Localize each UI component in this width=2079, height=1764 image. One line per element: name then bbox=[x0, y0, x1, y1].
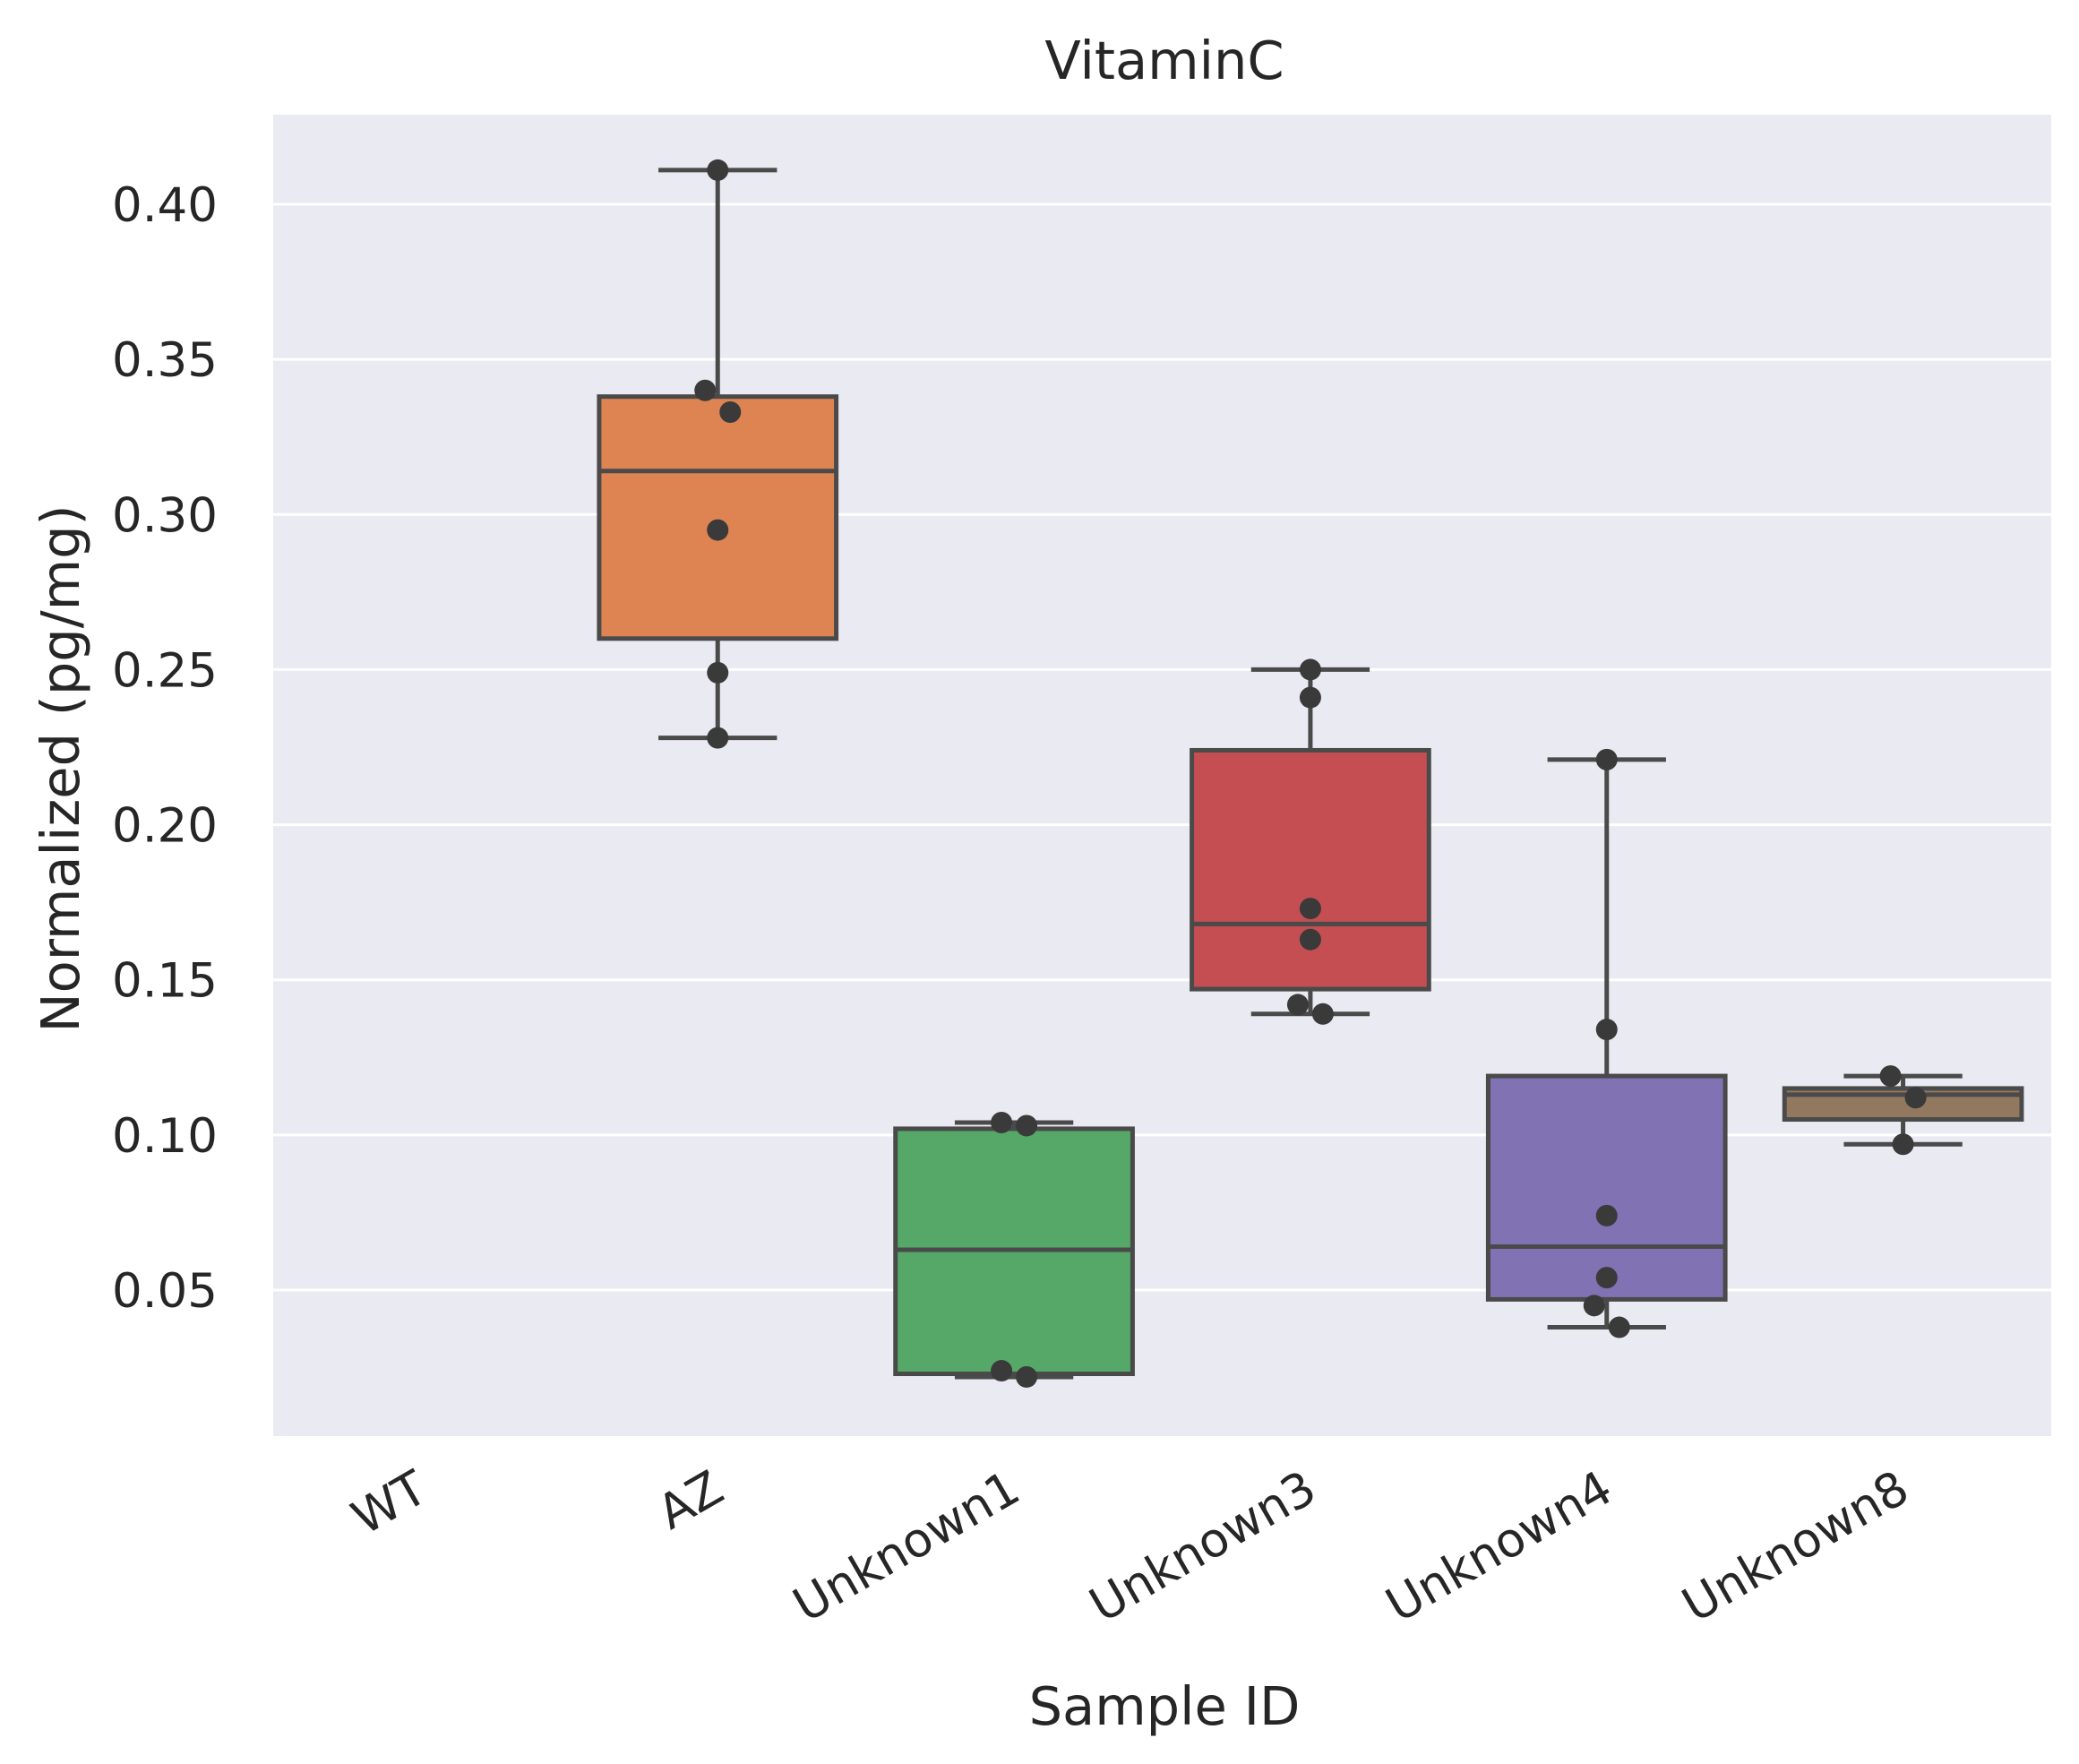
data-point bbox=[1299, 686, 1321, 709]
y-axis-label: Normalized (pg/mg) bbox=[30, 504, 91, 1032]
box-iqr bbox=[1485, 1073, 1728, 1302]
gridlines bbox=[273, 202, 2051, 1292]
box-series bbox=[597, 168, 2024, 1380]
data-point bbox=[1016, 1365, 1038, 1388]
x-tick-label: Unknown8 bbox=[1673, 1460, 1918, 1633]
data-point bbox=[1595, 1019, 1618, 1041]
y-tick-label: 0.05 bbox=[112, 1264, 218, 1319]
y-tick-label: 0.35 bbox=[112, 333, 218, 388]
data-point bbox=[1904, 1087, 1927, 1109]
data-point bbox=[1595, 1267, 1618, 1289]
data-point bbox=[1299, 658, 1321, 681]
data-point bbox=[1299, 928, 1321, 951]
box-az bbox=[597, 168, 839, 741]
y-tick-label: 0.30 bbox=[112, 488, 218, 543]
chart-title: VitaminC bbox=[1044, 30, 1284, 91]
x-axis-ticks: WT AZ Unknown1 Unknown3 Unknown4 Unknown8 bbox=[343, 1460, 1918, 1633]
plot-area bbox=[273, 115, 2051, 1436]
data-point bbox=[1608, 1316, 1630, 1338]
data-point bbox=[1595, 748, 1618, 770]
box-unknown4 bbox=[1485, 757, 1728, 1330]
y-tick-label: 0.15 bbox=[112, 954, 218, 1009]
data-point bbox=[707, 727, 729, 749]
x-tick-label: Unknown3 bbox=[1081, 1460, 1326, 1633]
data-point bbox=[694, 379, 717, 401]
data-point bbox=[991, 1112, 1013, 1134]
box-iqr bbox=[1190, 747, 1431, 992]
y-tick-label: 0.10 bbox=[112, 1109, 218, 1164]
x-tick-label: WT bbox=[343, 1460, 436, 1546]
data-point bbox=[707, 519, 729, 541]
data-point bbox=[991, 1360, 1013, 1382]
x-tick-label: AZ bbox=[649, 1460, 732, 1540]
data-point bbox=[1286, 994, 1309, 1016]
box-unknown8 bbox=[1782, 1073, 2024, 1147]
data-point bbox=[719, 401, 742, 424]
data-point bbox=[1892, 1133, 1914, 1156]
y-tick-label: 0.25 bbox=[112, 643, 218, 698]
data-point bbox=[1595, 1204, 1618, 1226]
y-tick-label: 0.40 bbox=[112, 178, 218, 233]
data-point bbox=[1879, 1065, 1902, 1088]
data-point bbox=[1311, 1002, 1334, 1025]
box-unknown1 bbox=[893, 1120, 1135, 1380]
data-point bbox=[1016, 1114, 1038, 1137]
x-tick-label: Unknown1 bbox=[785, 1460, 1029, 1633]
data-point bbox=[707, 661, 729, 684]
data-point bbox=[1299, 898, 1321, 920]
data-point bbox=[707, 159, 729, 181]
y-axis-ticks: 0.05 0.10 0.15 0.20 0.25 0.30 0.35 0.40 bbox=[112, 178, 218, 1319]
x-axis-label: Sample ID bbox=[1029, 1675, 1301, 1737]
y-tick-label: 0.20 bbox=[112, 799, 218, 854]
x-tick-label: Unknown4 bbox=[1377, 1460, 1621, 1633]
box-iqr bbox=[597, 394, 839, 641]
data-point bbox=[1583, 1295, 1605, 1317]
data-points bbox=[694, 159, 1927, 1388]
